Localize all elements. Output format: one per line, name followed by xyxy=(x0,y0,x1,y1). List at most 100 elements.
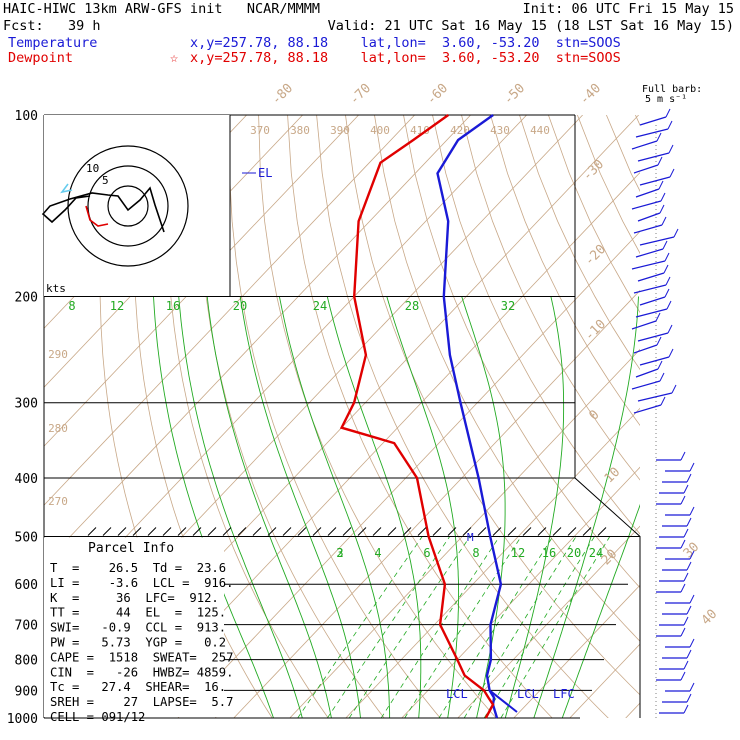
hatch-mark xyxy=(102,527,112,536)
mixing-ratio-line xyxy=(483,536,595,718)
hatch-mark xyxy=(372,527,382,536)
isotherm-label: -10 xyxy=(582,317,609,344)
wind-barb-flag xyxy=(673,228,679,238)
wind-barb-flag xyxy=(668,348,674,358)
hatch-mark xyxy=(522,527,532,536)
wind-barb-flag xyxy=(680,671,686,681)
wind-barb-flag xyxy=(683,484,689,494)
mixing-ratio-line xyxy=(297,536,423,718)
theta-label: 270 xyxy=(48,495,68,508)
wind-barb-flag xyxy=(660,396,666,406)
parcel-path xyxy=(488,689,518,713)
isotherm-line xyxy=(44,115,471,565)
wind-barb-flag xyxy=(683,528,689,538)
wind-barb-flag xyxy=(669,168,675,178)
pressure-tick-label: 200 xyxy=(15,291,38,306)
wind-barb-flag xyxy=(660,192,666,202)
dry-adiabat xyxy=(461,115,640,481)
hatch-mark xyxy=(507,527,517,536)
wind-barb xyxy=(633,164,659,174)
dry-adiabat xyxy=(345,115,640,696)
hatch-mark xyxy=(207,527,217,536)
wind-barb xyxy=(631,260,666,270)
mixing-ratio-label: 24 xyxy=(313,299,327,313)
wind-barb xyxy=(633,344,658,354)
pressure-tick-label: 700 xyxy=(15,619,38,634)
hodograph-trace xyxy=(41,186,165,233)
wind-barb-flag xyxy=(689,462,695,472)
wind-barb-flag xyxy=(689,506,695,516)
wind-barb-flag xyxy=(680,627,686,637)
wind-barb-flag xyxy=(686,693,692,703)
parcel-info-row: T = 26.5 Td = 23.6 xyxy=(50,561,226,575)
isotherm-line xyxy=(401,466,640,718)
m-marker-label: M xyxy=(467,531,474,544)
wind-barb xyxy=(639,296,666,306)
hodograph-background xyxy=(44,115,230,296)
wind-barb-flag xyxy=(686,473,692,483)
hatch-mark xyxy=(477,527,487,536)
isotherm-line xyxy=(625,702,640,718)
mixing-ratio-label: 12 xyxy=(511,546,525,560)
header-line2-left: Fcst: 39 h xyxy=(3,18,101,34)
theta-label: 280 xyxy=(48,422,68,435)
wind-barb-flag xyxy=(689,594,695,604)
hatch-mark xyxy=(312,527,322,536)
wind-barb xyxy=(635,248,664,258)
dry-adiabat xyxy=(664,115,740,731)
hodograph-ring xyxy=(107,185,149,227)
hatch-mark xyxy=(582,527,592,536)
wind-barb xyxy=(631,200,662,210)
theta-label: 370 xyxy=(250,124,270,137)
wind-barb-flag xyxy=(655,312,661,322)
wind-barb xyxy=(639,236,675,246)
header-line2-right: Valid: 21 UTC Sat 16 May 15 (18 LST Sat … xyxy=(327,18,734,34)
parcel-info-row: K = 36 LFC= 912. xyxy=(50,591,219,605)
wind-barb-flag xyxy=(689,638,695,648)
moist-adiabat xyxy=(239,296,361,718)
temperature-label: Temperature xyxy=(8,35,98,51)
temperature-info: x,y=257.78, 88.18 lat,lon= 3.60, -53.20 … xyxy=(190,35,621,51)
dry-adiabat xyxy=(229,115,441,718)
hodograph-ring-label: 10 xyxy=(86,162,99,175)
moist-adiabat xyxy=(178,296,303,718)
hatch-mark xyxy=(417,527,427,536)
wind-barb-flag xyxy=(686,649,692,659)
isotherm-label: -50 xyxy=(501,81,528,108)
isotherm-label: 40 xyxy=(699,607,721,629)
parcel-info-background xyxy=(44,537,224,717)
wind-barb-flag xyxy=(689,550,695,560)
isotherm-label: 0 xyxy=(586,407,602,423)
wind-barb-flag xyxy=(664,252,670,262)
mixing-ratio-label: 20 xyxy=(567,546,581,560)
mixing-ratio-line xyxy=(438,536,554,718)
parcel-info-row: CELL = 091/12 xyxy=(50,710,145,724)
moist-adiabat xyxy=(278,296,391,718)
hatch-mark xyxy=(252,527,262,536)
dewpoint-marker-icon: ☆ xyxy=(170,50,179,66)
parcel-info-row: SREH = 27 LAPSE= 5.7 xyxy=(50,695,233,709)
wind-barb xyxy=(639,176,671,186)
wind-barb-flag xyxy=(657,360,663,370)
pressure-tick-label: 100 xyxy=(15,109,38,124)
wind-barb xyxy=(631,380,661,390)
parcel-info-row: CAPE = 1518 SWEAT= 257 xyxy=(50,650,233,664)
moist-adiabat xyxy=(504,296,565,718)
isotherm-label: -80 xyxy=(269,81,296,108)
moist-adiabat xyxy=(206,296,332,718)
dry-adiabat xyxy=(577,115,640,255)
mixing-ratio-label: 20 xyxy=(233,299,247,313)
isotherm-line xyxy=(345,407,640,718)
parcel-info-row: PW = 5.73 YGP = 0.2 xyxy=(50,636,226,650)
mixing-ratio-label: 8 xyxy=(68,299,75,313)
dry-adiabat xyxy=(258,115,497,718)
isotherm-line xyxy=(457,525,640,718)
isotherm-line xyxy=(289,348,640,718)
isotherm-line xyxy=(44,115,415,506)
wind-barbs xyxy=(631,108,695,718)
hatch-mark xyxy=(222,527,232,536)
pressure-tick-label: 600 xyxy=(15,578,38,593)
mixing-ratio-label: 6 xyxy=(423,546,430,560)
dry-adiabat xyxy=(635,115,640,127)
